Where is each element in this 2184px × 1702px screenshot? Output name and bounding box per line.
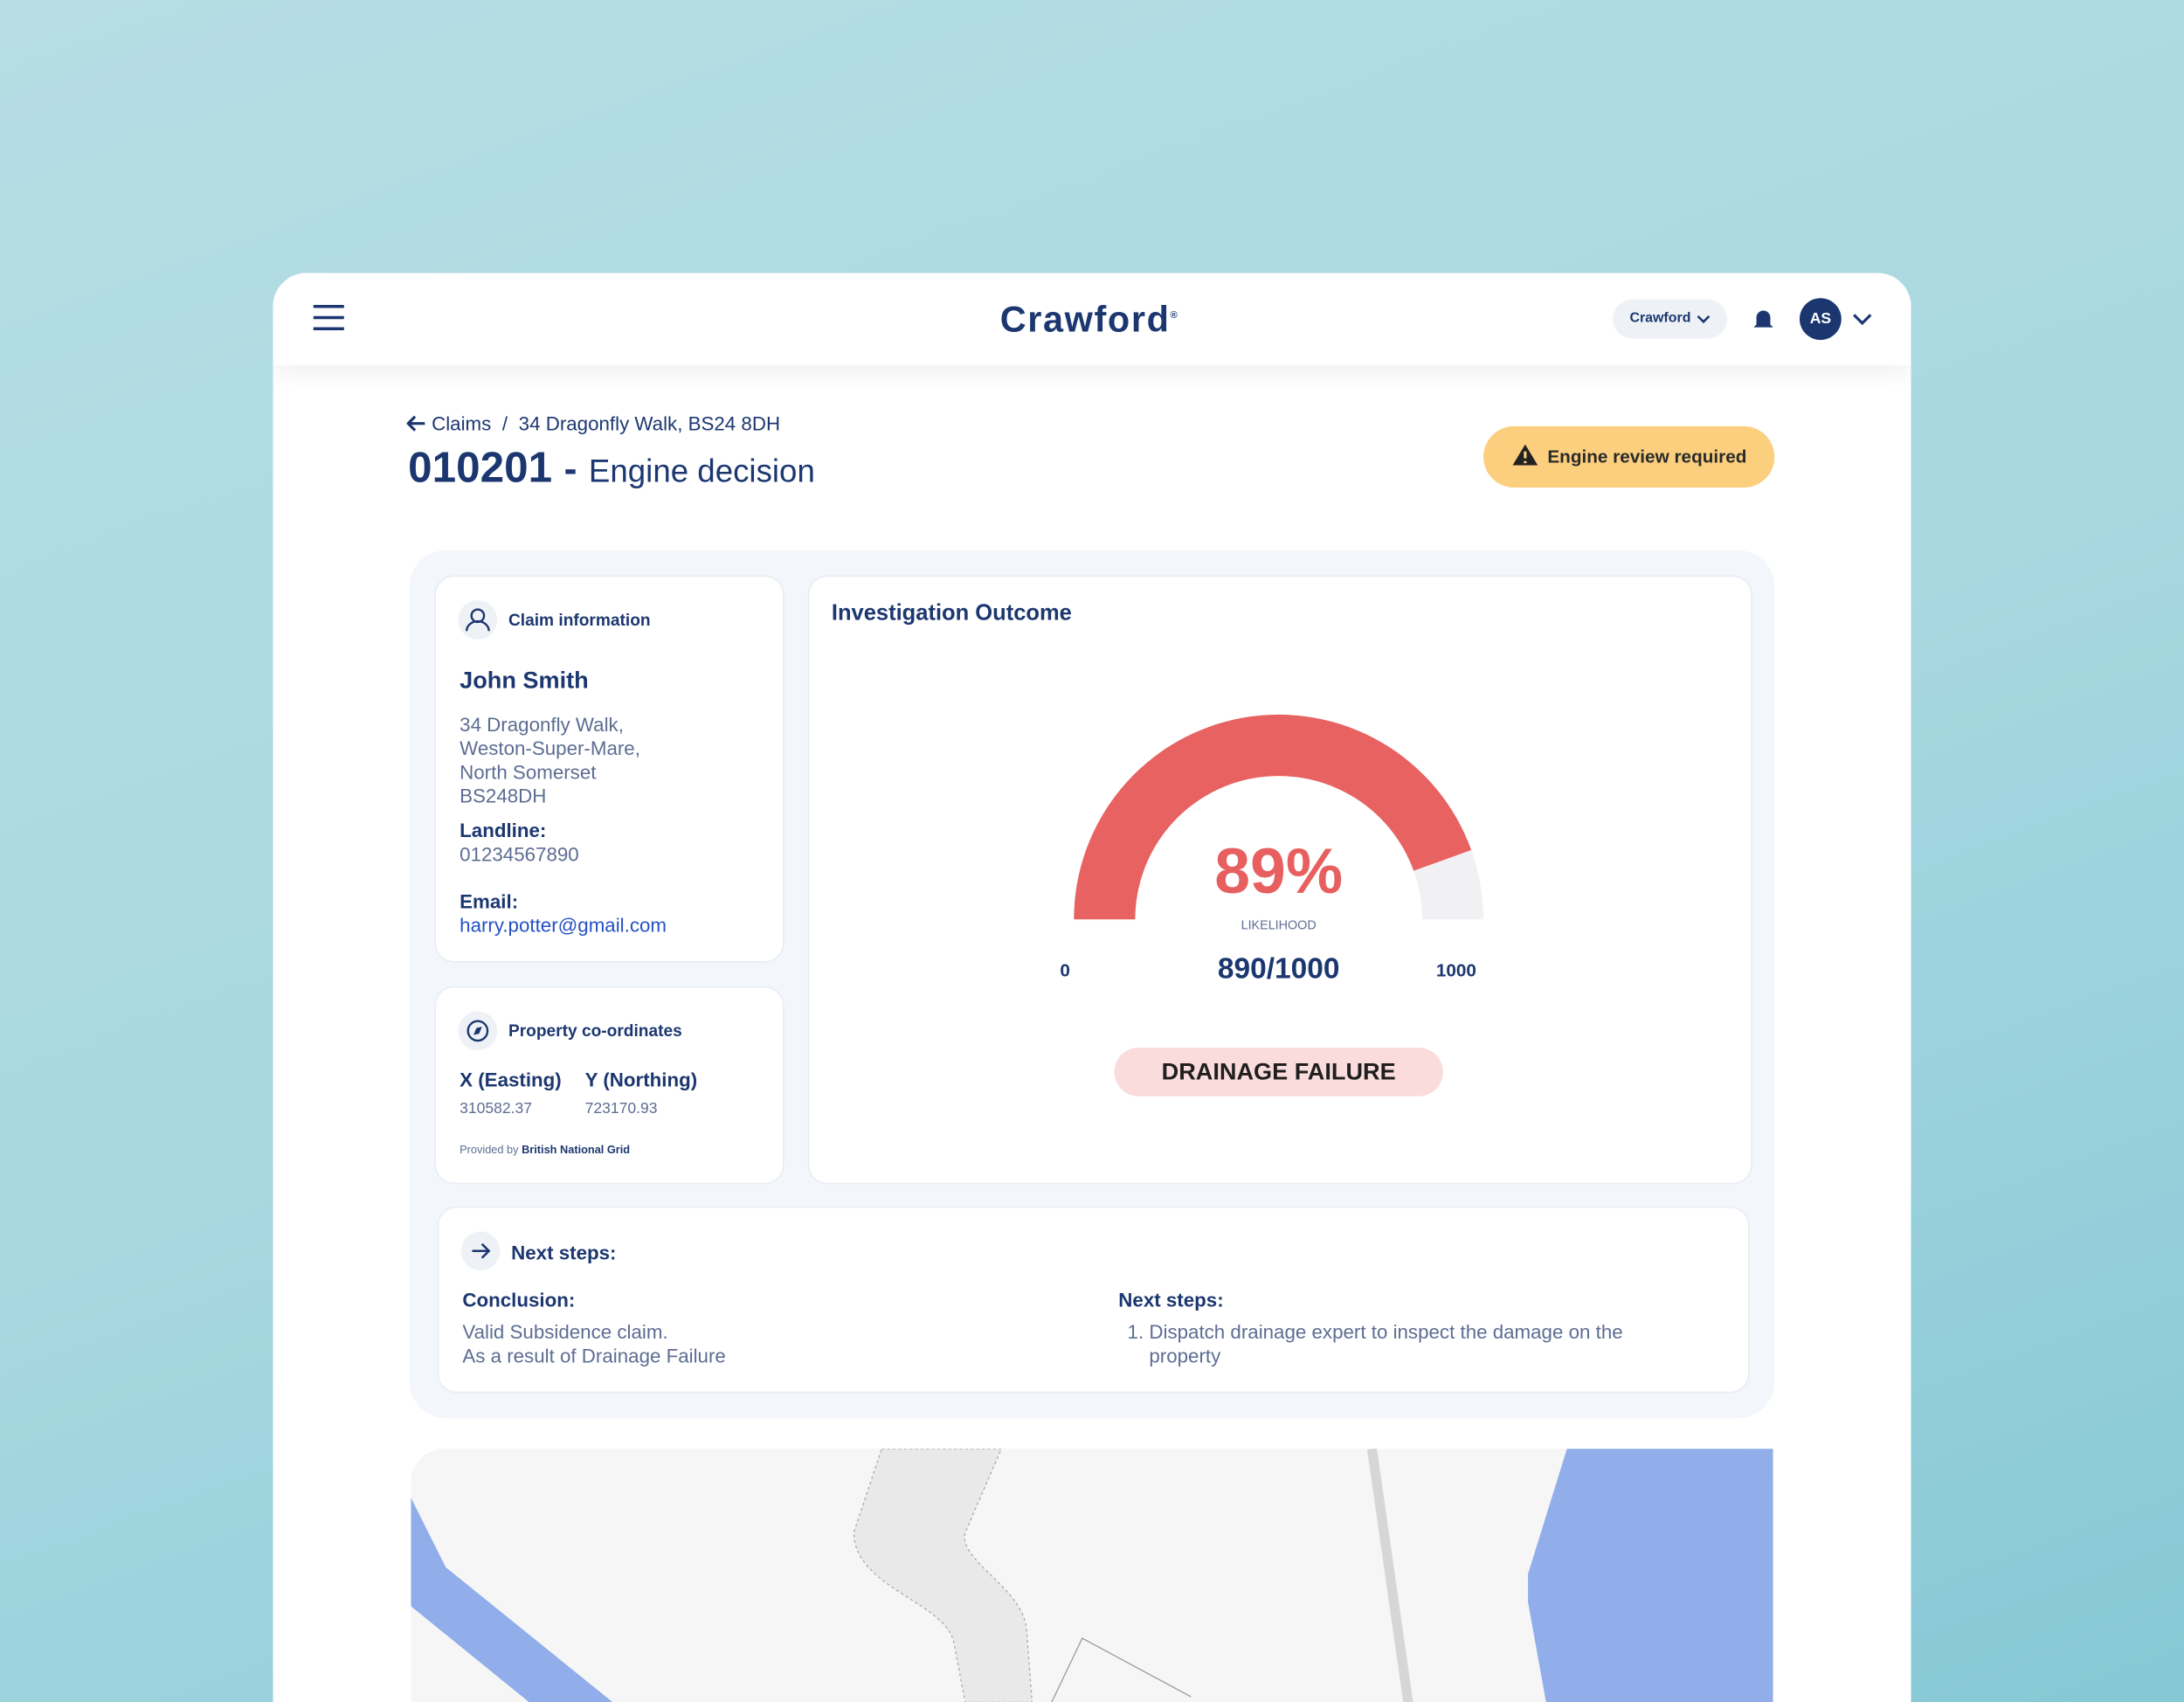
address: 34 Dragonfly Walk, Weston-Super-Mare, No… (460, 713, 640, 807)
outcome-card: Investigation Outcome 89% LIKELIHOOD 0 8… (807, 575, 1752, 1185)
menu-button[interactable] (312, 304, 345, 332)
page-title: 010201 - Engine decision (408, 443, 815, 493)
title-text: Engine decision (588, 453, 815, 489)
card-heading: Next steps: (511, 1241, 617, 1264)
provider-prefix: Provided by (460, 1144, 519, 1157)
next-steps-card: Next steps: Conclusion: Valid Subsidence… (437, 1206, 1750, 1394)
breadcrumb-parent[interactable]: Claims (432, 412, 492, 435)
gauge-max: 1000 (1435, 959, 1476, 981)
org-selector[interactable]: Crawford (1613, 299, 1728, 339)
percent-label: 89% (1214, 834, 1344, 907)
conclusion-line: As a result of Drainage Failure (462, 1344, 726, 1367)
status-badge: Engine review required (1483, 426, 1775, 488)
steps-label: Next steps: (1118, 1288, 1224, 1311)
title-separator: - (563, 446, 577, 491)
email-link[interactable]: harry.potter@gmail.com (460, 913, 667, 937)
gauge-fill (1074, 714, 1472, 920)
claimant-name: John Smith (460, 667, 589, 695)
landline-label: Landline: (460, 819, 547, 842)
result-badge: DRAINAGE FAILURE (1114, 1047, 1443, 1097)
arrow-icon (460, 1231, 501, 1271)
status-text: Engine review required (1547, 446, 1747, 467)
address-line: 34 Dragonfly Walk, (460, 713, 624, 736)
card-heading: Investigation Outcome (831, 601, 1072, 626)
claim-info-card: Claim information John Smith 34 Dragonfl… (434, 575, 784, 963)
gauge (1074, 714, 1484, 920)
steps-list: Dispatch drainage expert to inspect the … (1118, 1320, 1678, 1367)
brand-name: Crawford (999, 298, 1171, 341)
address-line: Weston-Super-Mare, (460, 737, 640, 759)
card-heading: Property co-ordinates (508, 1021, 682, 1041)
claim-id: 010201 (408, 443, 553, 492)
conclusion-label: Conclusion: (462, 1288, 576, 1311)
breadcrumb-current: 34 Dragonfly Walk, BS24 8DH (518, 412, 781, 435)
map[interactable] (411, 1449, 1773, 1702)
gauge-caption: LIKELIHOOD (1241, 917, 1317, 932)
coordinates-card: Property co-ordinates X (Easting) 310582… (434, 986, 784, 1185)
trademark: ® (1170, 311, 1179, 322)
northing-label: Y (Northing) (584, 1068, 698, 1091)
gauge-min: 0 (1060, 959, 1070, 981)
score-label: 890/1000 (1217, 952, 1340, 986)
notifications-button[interactable] (1751, 307, 1776, 332)
breadcrumb: Claims / 34 Dragonfly Walk, BS24 8DH (405, 412, 781, 435)
user-icon (458, 600, 498, 640)
warning-icon (1512, 444, 1538, 466)
compass-icon (458, 1011, 498, 1051)
address-line: BS248DH (460, 784, 547, 807)
chevron (1697, 315, 1711, 324)
avatar[interactable]: AS (1799, 298, 1842, 341)
provider: British National Grid (522, 1144, 631, 1157)
card-heading: Claim information (508, 610, 651, 630)
conclusion-line: Valid Subsidence claim. (462, 1320, 668, 1344)
step: Dispatch drainage expert to inspect the … (1149, 1320, 1678, 1367)
northing-value: 723170.93 (584, 1100, 658, 1117)
conclusion: Valid Subsidence claim. As a result of D… (462, 1320, 725, 1367)
landline: 01234567890 (460, 842, 579, 866)
address-line: North Somerset (460, 760, 597, 784)
easting-label: X (Easting) (460, 1068, 562, 1091)
back-arrow[interactable] (405, 415, 426, 432)
provider-note: Provided by British National Grid (460, 1144, 630, 1156)
org-name: Crawford (1629, 310, 1691, 327)
brand[interactable]: Crawford® (1000, 298, 1179, 341)
account-menu[interactable] (1853, 312, 1872, 326)
email-label: Email: (460, 889, 519, 913)
easting-value: 310582.37 (460, 1100, 533, 1117)
top-bar: Crawford® Crawford AS (273, 273, 1911, 365)
breadcrumb-separator: / (501, 412, 508, 435)
